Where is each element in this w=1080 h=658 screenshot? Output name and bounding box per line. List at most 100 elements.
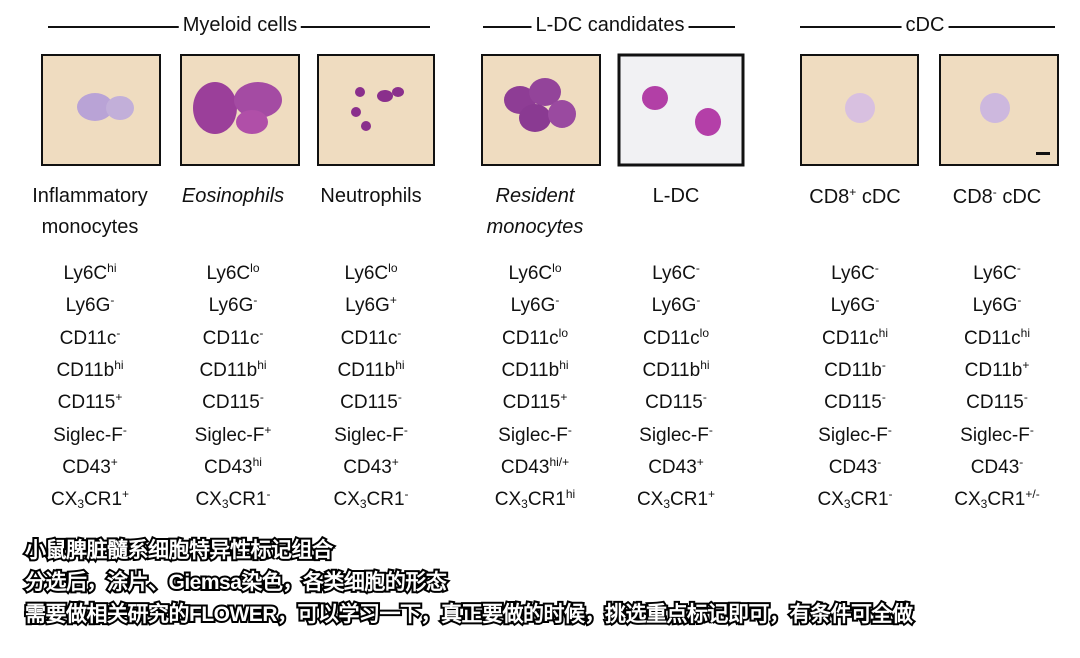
supscript: + <box>1022 357 1030 372</box>
text: CD8 <box>809 186 850 208</box>
supscript: - <box>888 487 893 502</box>
text: Ly6G <box>208 295 254 317</box>
marker: CD43+ <box>648 455 704 479</box>
text: Ly6G <box>651 295 697 317</box>
marker: Ly6G- <box>511 293 560 317</box>
supscript: hi <box>700 357 710 372</box>
supscript: - <box>259 325 264 340</box>
supscript: - <box>881 357 886 372</box>
marker: Ly6C- <box>973 261 1021 285</box>
supscript: hi <box>1020 325 1031 340</box>
supscript: + <box>115 390 123 405</box>
subscript: 3 <box>663 497 671 512</box>
text: Siglec-F <box>334 424 404 446</box>
marker: CD11c- <box>341 326 402 350</box>
cell <box>695 108 721 136</box>
marker: CD11bhi <box>501 358 568 382</box>
cell <box>392 87 404 97</box>
caption-line: 分选后，涂片、Giemsa染色，各类细胞的形态 <box>23 569 449 596</box>
marker: CD11chi <box>964 326 1030 350</box>
marker: Ly6G- <box>831 293 880 317</box>
text: Ly6C <box>973 263 1017 284</box>
marker: CD115- <box>824 390 886 414</box>
text: Eosinophils <box>181 185 285 207</box>
supscript: - <box>555 293 560 308</box>
supscript: - <box>116 325 121 340</box>
marker: Siglec-F- <box>960 423 1034 447</box>
text: CD11c <box>642 327 700 349</box>
text: CD43 <box>500 456 550 478</box>
marker: CD115- <box>340 390 402 414</box>
marker: Ly6G- <box>209 293 258 317</box>
text: CR1 <box>527 489 566 511</box>
supscript: hi <box>252 454 262 469</box>
text: cDC <box>856 186 901 208</box>
text: Ly6C <box>344 263 389 284</box>
cell <box>529 78 561 106</box>
marker: CD115- <box>645 390 707 414</box>
supscript: + <box>264 422 272 437</box>
marker: Ly6C- <box>831 261 879 285</box>
group-title: cDC <box>901 14 949 37</box>
marker: CX3CR1- <box>333 487 408 511</box>
text: CX <box>50 489 78 511</box>
text: L-DC <box>652 185 700 207</box>
supscript: - <box>702 390 707 405</box>
text: CR1 <box>228 489 267 511</box>
text: CD115 <box>645 392 703 414</box>
marker: CD11bhi <box>56 358 123 382</box>
supscript: - <box>695 261 700 275</box>
text: CD11b <box>501 359 560 381</box>
cell <box>980 93 1010 123</box>
text: CD43 <box>828 456 878 478</box>
supscript: lo <box>699 325 710 340</box>
text: CX <box>494 489 522 511</box>
supscript: - <box>397 325 402 340</box>
text: Ly6C <box>63 263 108 284</box>
supscript: + <box>560 390 568 405</box>
text: CR1 <box>366 489 405 511</box>
supscript: lo <box>250 261 260 275</box>
text: CD8 <box>952 186 993 208</box>
supscript: - <box>1029 422 1034 437</box>
marker: CD43- <box>971 455 1024 479</box>
marker: CD11bhi <box>199 358 266 382</box>
cell <box>236 110 268 134</box>
supscript: hi <box>559 357 569 372</box>
text: CR1 <box>670 489 709 511</box>
text: CD115 <box>202 392 260 414</box>
marker: CD11clo <box>643 326 709 350</box>
supscript: - <box>253 293 258 308</box>
supscript: - <box>1023 390 1028 405</box>
supscript: - <box>877 454 882 469</box>
marker: CD11bhi <box>337 358 404 382</box>
marker: CX3CR1- <box>817 487 892 511</box>
cell-image <box>317 54 435 166</box>
marker: Siglec-F- <box>818 423 892 447</box>
marker: CX3CR1+ <box>51 487 129 511</box>
supscript: - <box>266 487 271 502</box>
text: CR1 <box>987 489 1026 511</box>
text: Siglec-F <box>53 424 123 446</box>
text: CR1 <box>84 489 123 511</box>
supscript: - <box>397 390 402 405</box>
text: Siglec-F <box>639 424 709 446</box>
marker: Siglec-F+ <box>195 423 272 447</box>
subscript: 3 <box>843 497 851 512</box>
supscript: - <box>567 422 572 437</box>
caption-line: 小鼠脾脏髓系细胞特异性标记组合 <box>23 537 335 564</box>
supscript: - <box>1016 261 1021 275</box>
cell-name: monocytes <box>42 216 139 239</box>
supscript: + <box>391 454 399 469</box>
supscript: - <box>404 487 409 502</box>
text: CD11b <box>824 359 882 381</box>
marker: CD43- <box>829 455 882 479</box>
supscript: + <box>110 454 118 469</box>
marker: CD11c- <box>203 326 264 350</box>
supscript: - <box>875 293 880 308</box>
text: Inflammatory <box>32 185 148 207</box>
text: CD11c <box>202 327 260 349</box>
supscript: lo <box>552 261 562 275</box>
cell-name: CD8- cDC <box>953 185 1041 209</box>
